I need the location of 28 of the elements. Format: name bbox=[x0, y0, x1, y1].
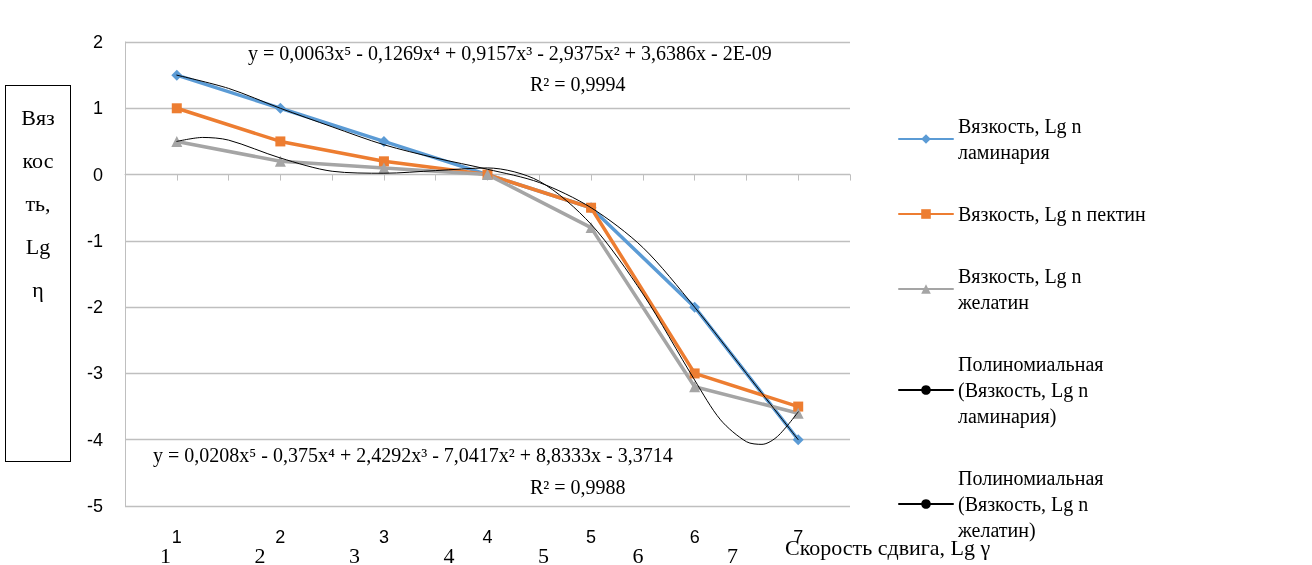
y-tick-label: -4 bbox=[86, 429, 103, 450]
point bbox=[378, 156, 389, 167]
y-tick-label: -3 bbox=[86, 363, 103, 384]
legend-label: Полиномиальная (Вязкость, Lg n ламинария) bbox=[958, 353, 1109, 428]
legend-label: Вязкость, Lg n ламинария bbox=[958, 115, 1087, 164]
legend-label: Полиномиальная (Вязкость, Lg n желатин) bbox=[957, 467, 1109, 542]
point bbox=[274, 155, 286, 167]
legend-label: Вязкость, Lg n пектин bbox=[958, 203, 1147, 226]
annotation: y = 0,0063x⁵ - 0,1269x⁴ + 0,9157x³ - 2,9375x² + 3,6386x - 2E-09 bbox=[248, 42, 772, 65]
point bbox=[171, 135, 183, 147]
point bbox=[792, 434, 804, 446]
annotation: R² = 0,9988 bbox=[530, 476, 626, 499]
y-tick-label: -1 bbox=[86, 230, 103, 251]
annotation: R² = 0,9994 bbox=[530, 73, 626, 96]
point bbox=[793, 401, 804, 412]
annotation: y = 0,0208x⁵ - 0,375x⁴ + 2,4292x³ - 7,0417x² + 8,8333x - 3,3714 bbox=[153, 444, 673, 467]
legend-label: Вязкость, Lg n желатин bbox=[957, 265, 1087, 313]
point bbox=[171, 103, 182, 114]
y-tick-label: -5 bbox=[86, 496, 103, 516]
point bbox=[378, 162, 390, 174]
y-tick-label: 1 bbox=[92, 98, 103, 119]
point bbox=[275, 136, 286, 147]
y-axis-title: Вязкость, Lg η bbox=[5, 85, 71, 462]
y-tick-label: -2 bbox=[86, 297, 103, 318]
y-tick-label: 0 bbox=[92, 164, 103, 185]
point bbox=[689, 381, 701, 393]
y-tick-label: 2 bbox=[92, 32, 103, 52]
point bbox=[689, 368, 700, 379]
